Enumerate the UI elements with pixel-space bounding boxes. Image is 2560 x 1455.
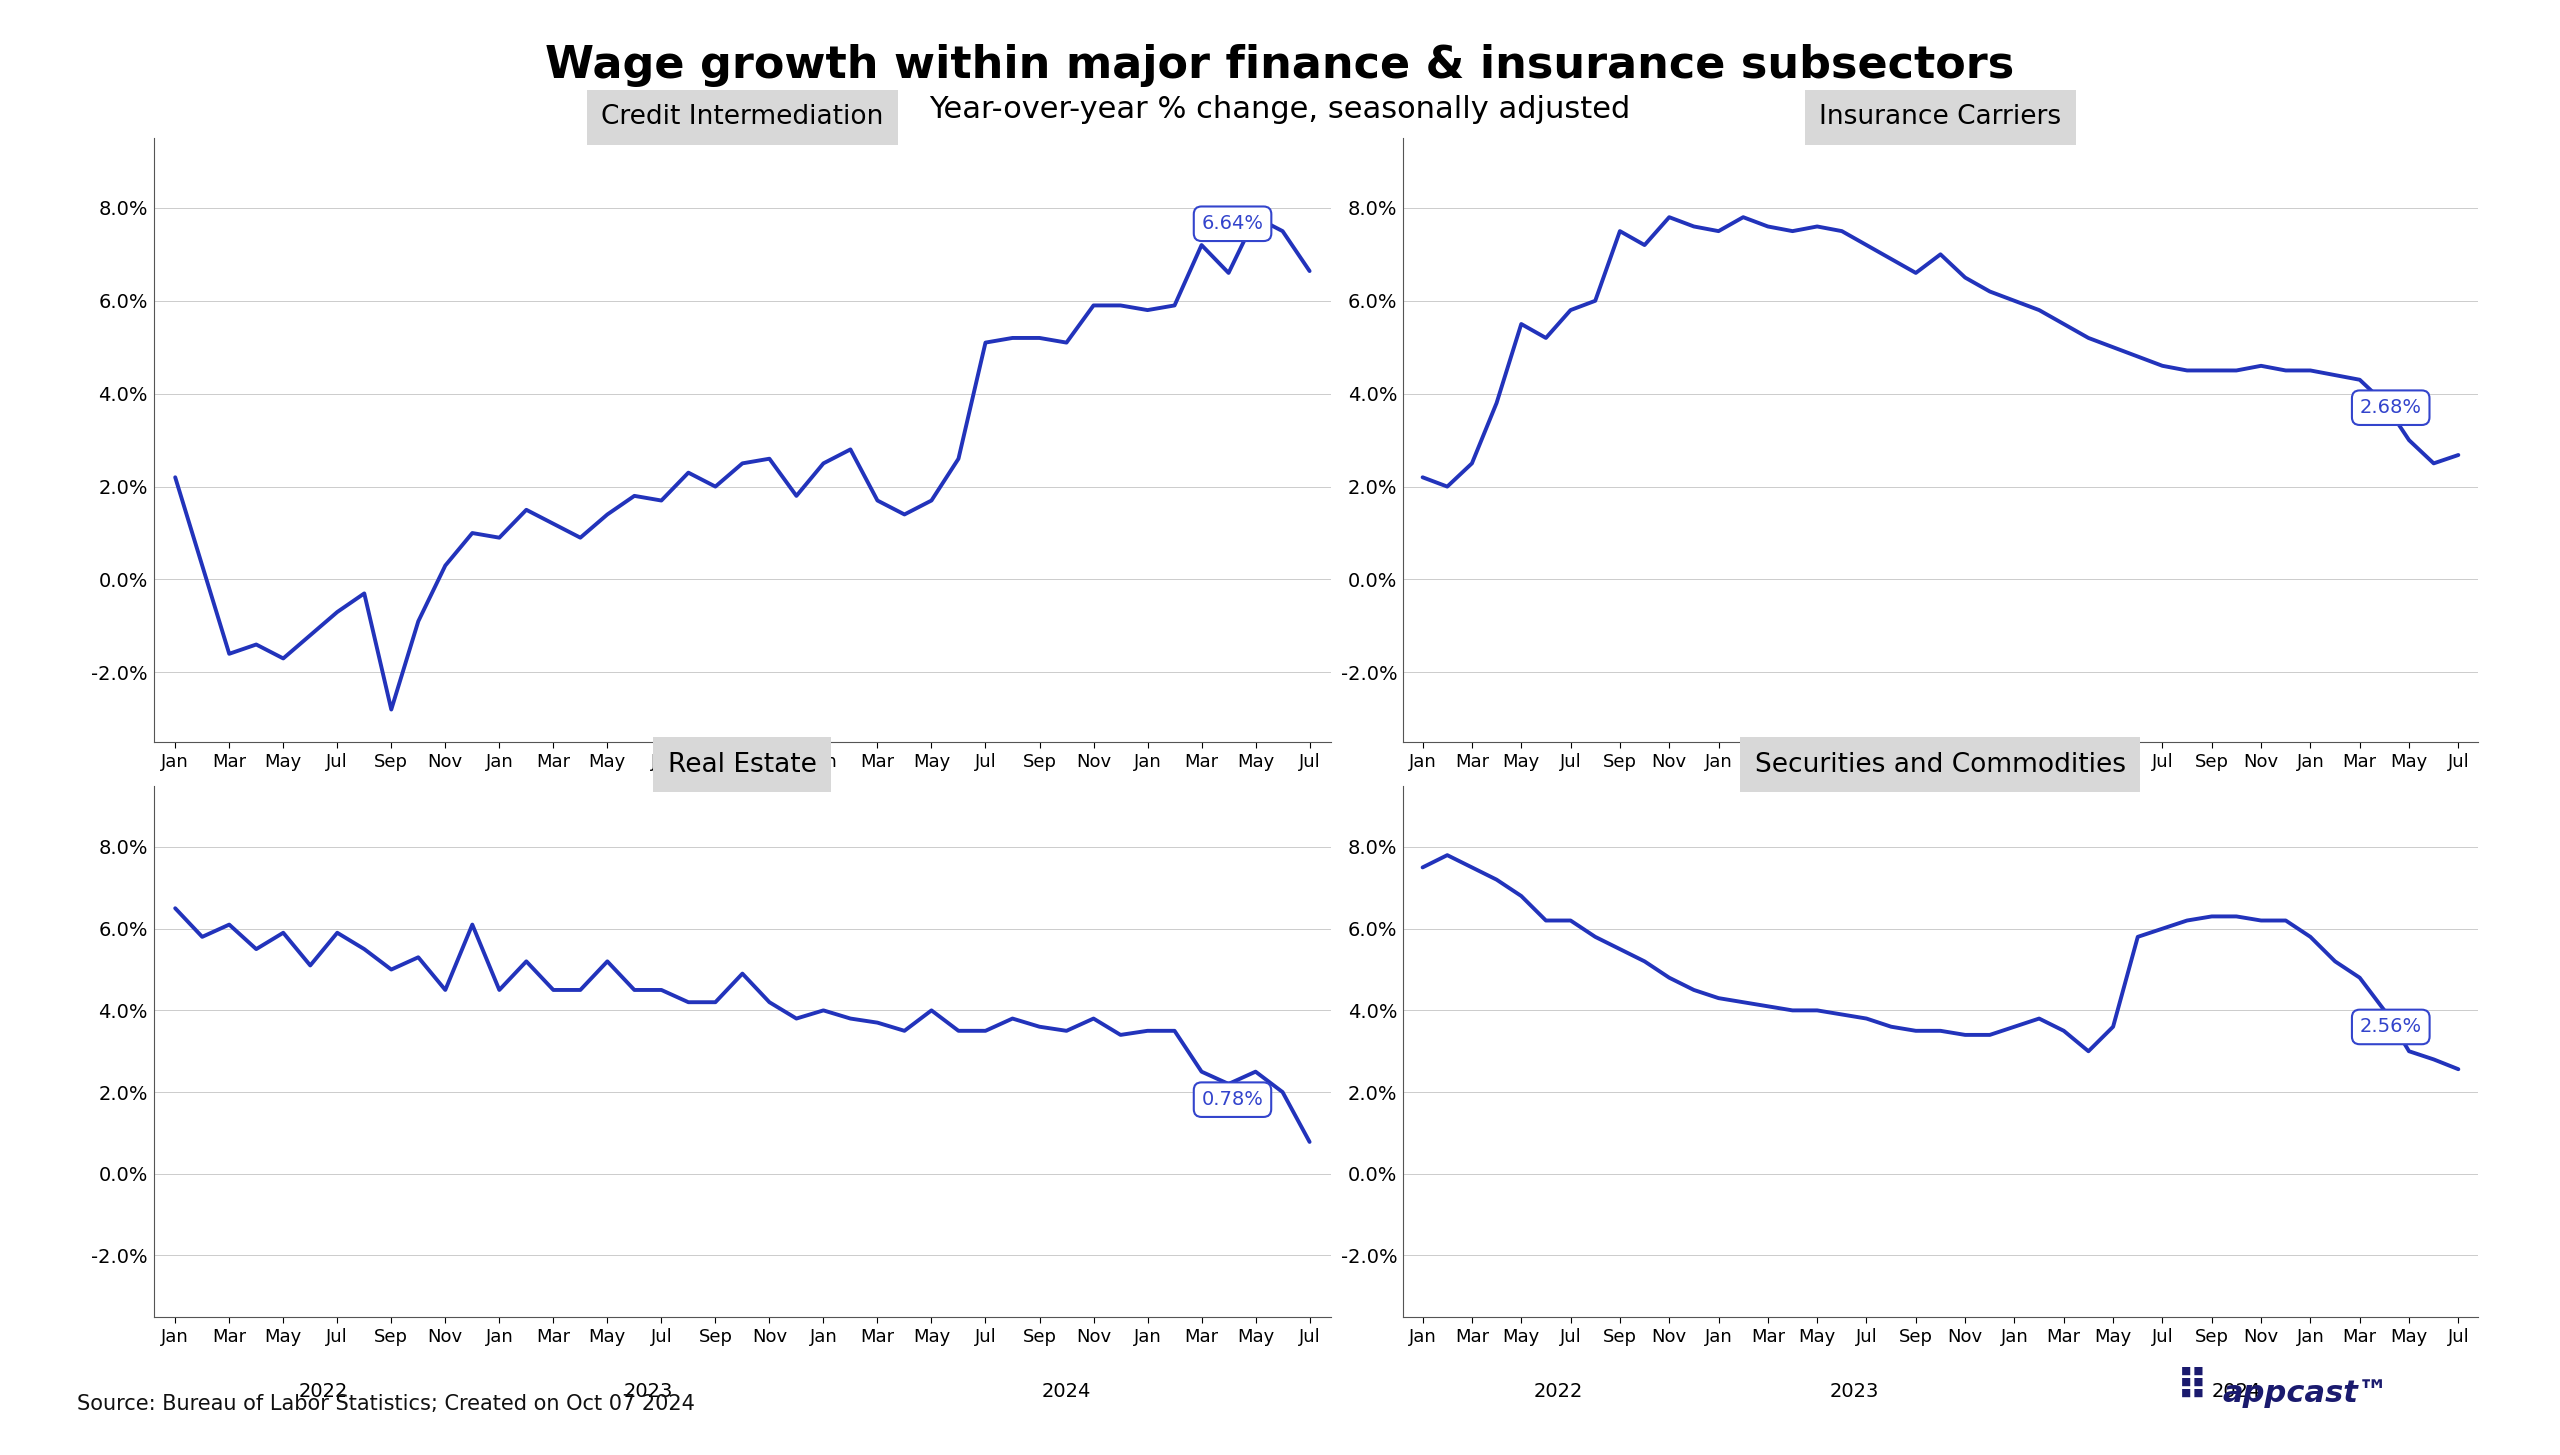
- Text: 6.64%: 6.64%: [1201, 214, 1265, 233]
- Text: 2022: 2022: [1533, 1382, 1582, 1401]
- Text: Wage growth within major finance & insurance subsectors: Wage growth within major finance & insur…: [545, 44, 2015, 87]
- Text: 2024: 2024: [2212, 816, 2260, 835]
- Text: 2022: 2022: [1533, 816, 1582, 835]
- Text: Year-over-year % change, seasonally adjusted: Year-over-year % change, seasonally adju…: [929, 95, 1631, 124]
- Text: 2024: 2024: [1042, 1382, 1091, 1401]
- Text: ⠿: ⠿: [2176, 1366, 2209, 1408]
- Title: Credit Intermediation: Credit Intermediation: [602, 105, 883, 131]
- Text: appcast™: appcast™: [2222, 1379, 2388, 1408]
- Text: 2024: 2024: [1042, 816, 1091, 835]
- Text: 2023: 2023: [1830, 1382, 1879, 1401]
- Title: Securities and Commodities: Securities and Commodities: [1756, 752, 2125, 778]
- Text: 2022: 2022: [300, 816, 348, 835]
- Text: Source: Bureau of Labor Statistics; Created on Oct 07 2024: Source: Bureau of Labor Statistics; Crea…: [77, 1394, 694, 1414]
- Text: 2.56%: 2.56%: [2360, 1017, 2422, 1036]
- Text: 2.68%: 2.68%: [2360, 399, 2422, 418]
- Text: 0.78%: 0.78%: [1201, 1090, 1265, 1109]
- Text: 2022: 2022: [300, 1382, 348, 1401]
- Title: Real Estate: Real Estate: [668, 752, 817, 778]
- Text: 2023: 2023: [1830, 816, 1879, 835]
- Text: 2024: 2024: [2212, 1382, 2260, 1401]
- Text: 2023: 2023: [622, 816, 673, 835]
- Title: Insurance Carriers: Insurance Carriers: [1820, 105, 2061, 131]
- Text: 2023: 2023: [622, 1382, 673, 1401]
